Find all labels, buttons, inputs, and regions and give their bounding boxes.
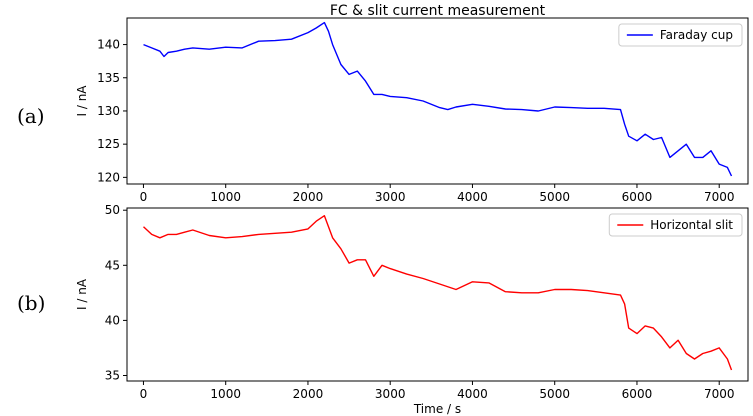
y-tick-label: 130 bbox=[97, 104, 120, 118]
y-axis-label: I / nA bbox=[75, 85, 89, 117]
x-tick-label: 5000 bbox=[539, 387, 570, 401]
x-tick-label: 1000 bbox=[210, 387, 241, 401]
legend-box bbox=[608, 213, 743, 237]
y-tick-label: 125 bbox=[97, 137, 120, 151]
x-tick-label: 6000 bbox=[622, 190, 653, 204]
x-tick-label: 3000 bbox=[375, 387, 406, 401]
chart-panel-a: (a) 0 1000 2000 3000 4000 5000 6000 7000 120 125 13… bbox=[17, 17, 749, 204]
y-tick-label: 120 bbox=[97, 170, 120, 184]
x-tick-label: 1000 bbox=[210, 190, 241, 204]
series-line-0 bbox=[143, 214, 733, 371]
series-line-0 bbox=[143, 21, 733, 177]
y-tick-label: 50 bbox=[105, 203, 120, 217]
x-tick-label: 2000 bbox=[293, 190, 324, 204]
figure-title: FC & slit current measurement bbox=[330, 3, 546, 19]
legend: Horizontal slit bbox=[608, 213, 743, 237]
panels: (a) 0 1000 2000 3000 4000 5000 6000 7000 120 125 13… bbox=[17, 17, 749, 416]
y-tick-label: 135 bbox=[97, 71, 120, 85]
panel-label: (a) bbox=[17, 104, 45, 128]
y-tick-label: 45 bbox=[105, 258, 120, 272]
x-tick-label: 0 bbox=[140, 387, 148, 401]
y-tick-label: 35 bbox=[105, 368, 120, 382]
plot-frame bbox=[126, 17, 749, 185]
x-tick-label: 0 bbox=[140, 190, 148, 204]
y-tick-label: 40 bbox=[105, 313, 120, 327]
x-tick-label: 7000 bbox=[704, 190, 735, 204]
x-tick-label: 6000 bbox=[622, 387, 653, 401]
legend-label: Faraday cup bbox=[660, 28, 733, 42]
x-tick-label: 3000 bbox=[375, 190, 406, 204]
y-tick-label: 140 bbox=[97, 38, 120, 52]
chart-panel-b: (b) 0 1000 2000 3000 4000 5000 6000 7000 35 40 45 50… bbox=[17, 203, 749, 416]
legend-label: Horizontal slit bbox=[650, 218, 733, 232]
x-tick-label: 4000 bbox=[457, 190, 488, 204]
x-axis-label: Time / s bbox=[413, 402, 461, 416]
x-tick-label: 2000 bbox=[293, 387, 324, 401]
legend: Faraday cup bbox=[618, 23, 743, 47]
panel-label: (b) bbox=[17, 291, 45, 315]
x-tick-label: 4000 bbox=[457, 387, 488, 401]
x-tick-label: 5000 bbox=[539, 190, 570, 204]
legend-box bbox=[618, 23, 743, 47]
x-tick-label: 7000 bbox=[704, 387, 735, 401]
plot-frame bbox=[126, 207, 749, 382]
y-axis-label: I / nA bbox=[75, 278, 89, 310]
